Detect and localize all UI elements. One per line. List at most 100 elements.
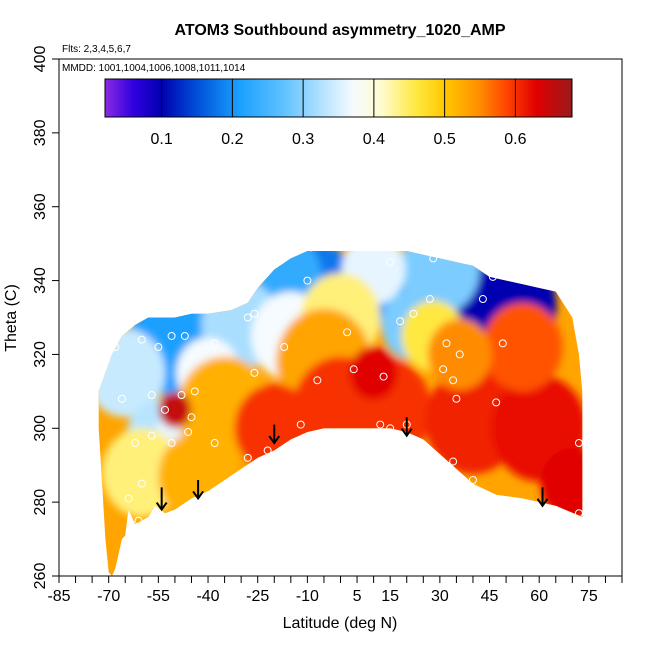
heatmap-cells	[98, 251, 583, 576]
heatmap-cell-30	[158, 431, 238, 521]
observation-point-33	[177, 391, 186, 400]
x-tick-label-4: -25	[246, 588, 269, 605]
observation-point-32	[147, 391, 156, 400]
observation-point-38	[167, 439, 176, 448]
observation-point-29	[449, 376, 458, 385]
observation-point-15	[154, 343, 163, 352]
x-tick-label-6: 5	[353, 588, 362, 605]
observation-point-4	[429, 254, 438, 263]
x-tick-label-9: 45	[481, 588, 499, 605]
observation-point-8	[409, 309, 418, 318]
colorbar: 0.1 0.2 0.3 0.4 0.5 0.6	[104, 78, 573, 148]
observation-point-13	[137, 335, 146, 344]
observation-point-54	[574, 509, 583, 518]
observation-point-39	[210, 439, 219, 448]
y-tick-label-4: 340	[32, 267, 49, 294]
observation-point-23	[498, 339, 507, 348]
colorbar-tick-label-3: 0.4	[363, 131, 385, 148]
heatmap-cell-25	[540, 448, 583, 520]
observation-point-14	[111, 343, 120, 352]
dates-note: MMDD: 1001,1004,1006,1008,1011,1014	[62, 63, 246, 74]
observation-point-18	[210, 339, 219, 348]
x-tick-label-2: -55	[147, 588, 170, 605]
observation-point-35	[190, 387, 199, 396]
observation-point-12	[425, 295, 434, 304]
observation-point-10	[250, 309, 259, 318]
tropopause-arrow-4	[536, 487, 549, 508]
observation-point-24	[250, 368, 259, 377]
heatmap-cell-26	[482, 302, 563, 392]
observation-point-42	[386, 424, 395, 433]
observation-point-9	[243, 313, 252, 322]
observation-point-28	[439, 365, 448, 374]
heatmap-cell-31	[427, 318, 492, 390]
observation-point-0	[290, 247, 299, 256]
observation-point-17	[180, 331, 189, 340]
observation-point-49	[263, 446, 272, 455]
x-tick-label-0: -85	[47, 588, 70, 605]
x-tick-label-10: 60	[530, 588, 548, 605]
observation-point-21	[442, 339, 451, 348]
colorbar-tick-label-1: 0.2	[221, 131, 243, 148]
observation-point-55	[134, 516, 143, 525]
observation-point-48	[243, 453, 252, 462]
observation-point-56	[151, 509, 160, 518]
observation-point-51	[468, 475, 477, 484]
observation-point-50	[449, 457, 458, 466]
flights-note: Flts: 2,3,4,5,6,7	[62, 44, 131, 55]
observation-point-5	[488, 272, 497, 281]
observation-point-19	[280, 343, 289, 352]
observation-point-40	[296, 420, 305, 429]
colorbar-tick-label-5: 0.6	[504, 131, 526, 148]
x-tick-label-1: -70	[97, 588, 120, 605]
x-tick-label-3: -40	[196, 588, 219, 605]
colorbar-tick-label-2: 0.3	[292, 131, 314, 148]
heatmap-cell-8	[400, 251, 480, 314]
tropopause-arrow-1	[192, 479, 204, 501]
observation-point-11	[396, 317, 405, 326]
colorbar-gradient	[104, 78, 573, 118]
y-tick-label-7: 400	[32, 46, 49, 73]
observation-point-34	[160, 405, 169, 414]
tropopause-arrows	[155, 417, 549, 512]
tropopause-arrow-0	[155, 487, 168, 512]
heatmap-cell-27	[159, 392, 191, 428]
observation-point-27	[379, 372, 388, 381]
y-tick-label-3: 320	[32, 341, 49, 368]
heatmap-blobs	[98, 251, 583, 521]
observation-point-47	[574, 439, 583, 448]
chart-title: ATOM3 Southbound asymmetry_1020_AMP	[174, 22, 505, 39]
y-axis-label: Theta (C)	[3, 284, 20, 352]
x-tick-label-5: -10	[296, 588, 319, 605]
observation-point-16	[167, 331, 176, 340]
observation-point-30	[452, 394, 461, 403]
y-tick-label-1: 280	[32, 489, 49, 516]
observation-point-31	[117, 394, 126, 403]
observation-point-44	[492, 398, 501, 407]
heatmap-cell-28	[349, 346, 398, 400]
observation-point-25	[349, 365, 358, 374]
observation-point-7	[565, 287, 574, 296]
colorbar-tick-label-0: 0.1	[150, 131, 172, 148]
observation-point-46	[187, 413, 196, 422]
y-tick-label-2: 300	[32, 415, 49, 442]
tropopause-arrow-2	[268, 424, 281, 445]
observation-point-52	[137, 479, 146, 488]
tropopause-arrow-3	[400, 417, 413, 438]
y-axis: 260 280 300 320 340 360 380 400	[32, 46, 59, 589]
observation-point-6	[478, 295, 487, 304]
x-tick-label-11: 75	[580, 588, 598, 605]
x-tick-label-8: 30	[431, 588, 449, 605]
observation-point-45	[131, 439, 140, 448]
y-tick-label-6: 380	[32, 119, 49, 146]
observation-point-41	[376, 420, 385, 429]
observation-point-1	[306, 243, 315, 252]
x-axis-label: Latitude (deg N)	[283, 615, 398, 632]
observation-point-20	[343, 328, 352, 337]
heatmap-field	[98, 251, 583, 576]
observation-point-2	[303, 276, 312, 285]
observation-point-22	[455, 350, 464, 359]
observation-point-26	[313, 376, 322, 385]
colorbar-tick-label-4: 0.5	[434, 131, 456, 148]
